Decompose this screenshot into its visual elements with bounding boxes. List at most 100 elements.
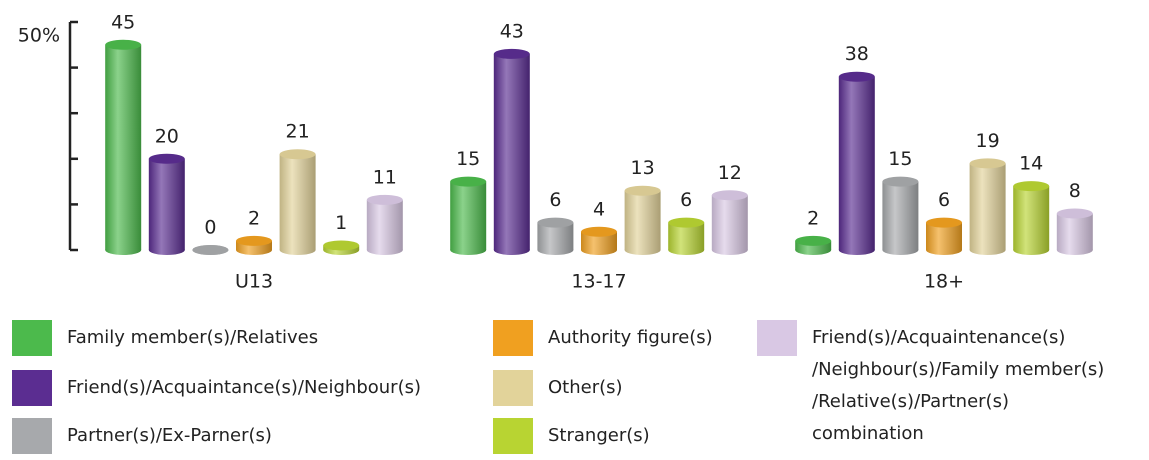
bar-top	[148, 153, 185, 164]
value-label: 8	[1069, 180, 1081, 202]
bar-top	[105, 39, 142, 50]
bar-base	[581, 245, 617, 255]
value-label: 4	[593, 198, 605, 220]
bar-base	[366, 245, 403, 255]
bar-base	[1056, 245, 1093, 255]
value-label: 38	[845, 43, 869, 65]
value-label: 6	[938, 189, 950, 211]
bar	[581, 231, 617, 250]
bar-top	[668, 217, 705, 228]
bar-top	[493, 48, 530, 59]
bar-base	[624, 245, 661, 255]
bar	[366, 199, 403, 250]
value-label: 20	[155, 125, 179, 147]
value-label: 15	[456, 148, 480, 170]
x-tick-label: U13	[235, 271, 273, 293]
y-axis-label: 50%	[18, 25, 60, 47]
legend-swatch	[493, 370, 533, 406]
bar	[450, 181, 487, 250]
bar-base	[838, 245, 875, 255]
legend-label: Stranger(s)	[548, 425, 650, 446]
bar-top	[581, 226, 617, 237]
legend-swatch	[12, 418, 52, 454]
bar-base	[236, 245, 272, 255]
value-label: 6	[680, 189, 692, 211]
bar-base	[926, 245, 962, 255]
x-tick-label: 13-17	[571, 271, 626, 293]
legend-item: Friend(s)/Acquaintenance(s) /Neighbour(s…	[757, 320, 1104, 450]
bar-top	[838, 71, 875, 82]
bar-base	[1013, 245, 1050, 255]
value-label: 1	[335, 212, 347, 234]
value-label: 21	[286, 121, 310, 143]
bar	[1013, 186, 1050, 250]
bar-top	[969, 158, 1006, 169]
bar	[624, 190, 661, 250]
legend-item: Stranger(s)	[493, 418, 650, 454]
bar	[493, 53, 530, 250]
bar-top	[795, 235, 832, 246]
legend-item: Authority figure(s)	[493, 320, 713, 356]
bar	[105, 44, 142, 250]
value-label: 0	[204, 217, 216, 239]
value-label: 2	[248, 207, 260, 229]
legend-label: Partner(s)/Ex-Parner(s)	[67, 425, 272, 446]
bar-base	[450, 245, 487, 255]
value-label: 6	[549, 189, 561, 211]
legend-swatch	[493, 320, 533, 356]
bar-base	[493, 245, 530, 255]
bar-base	[795, 245, 832, 255]
bar-top	[1056, 208, 1093, 219]
bar-top	[192, 245, 229, 255]
legend-label: Other(s)	[548, 377, 623, 398]
value-label: 14	[1019, 153, 1043, 175]
value-label: 43	[500, 20, 524, 42]
bar-top	[537, 217, 574, 228]
x-tick-label: 18+	[924, 271, 964, 293]
bar-base	[537, 245, 574, 255]
bar	[279, 154, 316, 250]
bar	[1056, 213, 1093, 250]
legend-item: Friend(s)/Acquaintance(s)/Neighbour(s)	[12, 370, 421, 406]
bar-base	[711, 245, 748, 255]
legend-item: Family member(s)/Relatives	[12, 320, 318, 356]
legend-label: Authority figure(s)	[548, 327, 713, 348]
value-label: 12	[718, 162, 742, 184]
bar-top	[1013, 181, 1050, 192]
value-label: 13	[631, 157, 655, 179]
bar-base	[882, 245, 919, 255]
value-label: 2	[807, 207, 819, 229]
value-label: 19	[976, 130, 1000, 152]
legend-label: Friend(s)/Acquaintance(s)/Neighbour(s)	[67, 377, 422, 398]
bar-top	[450, 176, 487, 187]
bar-top	[279, 149, 316, 160]
bar	[838, 76, 875, 250]
legend-label: Friend(s)/Acquaintenance(s) /Neighbour(s…	[812, 327, 1105, 444]
bar-top	[323, 240, 360, 251]
bar-top	[624, 185, 661, 196]
bar	[882, 181, 919, 250]
bar-base	[105, 245, 142, 255]
bar	[711, 195, 748, 250]
legend-swatch	[757, 320, 797, 356]
value-label: 45	[111, 11, 135, 33]
value-label: 11	[373, 166, 397, 188]
legend-swatch	[493, 418, 533, 454]
legend-swatch	[12, 370, 52, 406]
legend-item: Partner(s)/Ex-Parner(s)	[12, 418, 272, 454]
legend-item: Other(s)	[493, 370, 623, 406]
bar-base	[668, 245, 705, 255]
bar-top	[926, 217, 962, 228]
bar-top	[711, 190, 748, 201]
value-label: 15	[888, 148, 912, 170]
legend-swatch	[12, 320, 52, 356]
bar-top	[236, 235, 272, 246]
bar-top	[882, 176, 919, 187]
bar-base	[148, 245, 185, 255]
bar	[148, 158, 185, 250]
bar-base	[279, 245, 316, 255]
bar	[969, 163, 1006, 250]
legend-label: Family member(s)/Relatives	[67, 327, 319, 348]
